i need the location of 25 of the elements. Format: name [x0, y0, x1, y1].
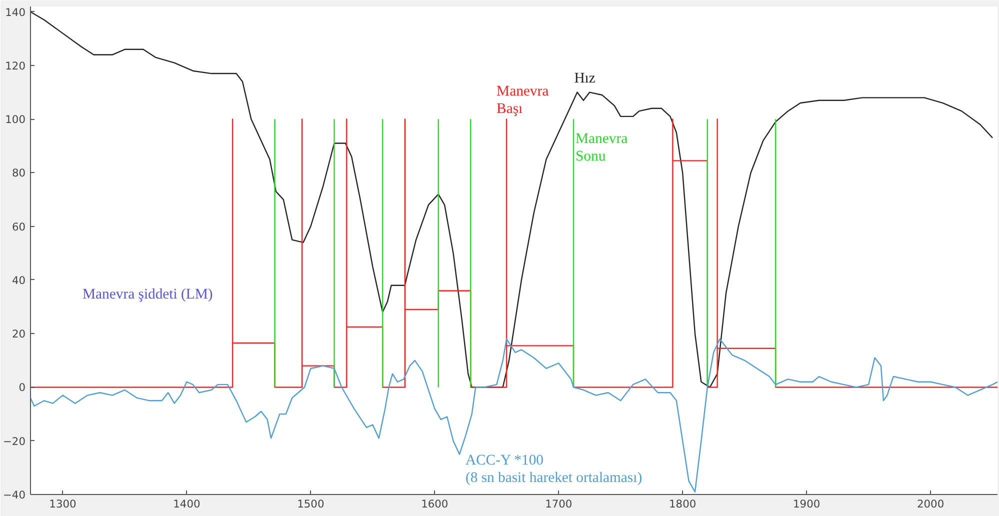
x-tick-label: 1600: [421, 498, 448, 510]
y-tick-label: 80: [12, 166, 26, 180]
annotation: Manevra Başı: [496, 84, 550, 118]
y-tick-label: 60: [12, 220, 26, 234]
x-tick-label: 1500: [297, 498, 324, 510]
x-tick-label: 1400: [173, 498, 200, 510]
y-tick-label: −20: [3, 434, 26, 448]
x-tick-label: 1900: [793, 498, 820, 510]
y-tick-label: 0: [18, 381, 26, 394]
x-tick-label: 1700: [545, 498, 572, 510]
y-tick-label: 40: [12, 274, 26, 287]
y-tick-label: 20: [12, 328, 26, 341]
annotation: Manevra şiddeti (LM): [82, 286, 213, 302]
x-tick-label: 1300: [49, 498, 77, 510]
line-series: [30, 11, 994, 388]
y-tick-label: 120: [5, 59, 26, 72]
x-tick-label: 1800: [669, 498, 696, 510]
annotation: ACC-Y *100 (8 sn basit hareket ortalaması): [465, 452, 642, 486]
annotation: Manevra Sonu: [576, 131, 628, 165]
annotation: Hız: [574, 70, 596, 86]
y-tick-label: 140: [5, 6, 26, 19]
y-tick-label: −40: [3, 488, 26, 502]
line-series: [30, 338, 998, 492]
y-tick-label: 100: [5, 113, 26, 126]
x-tick-label: 2000: [916, 498, 944, 510]
